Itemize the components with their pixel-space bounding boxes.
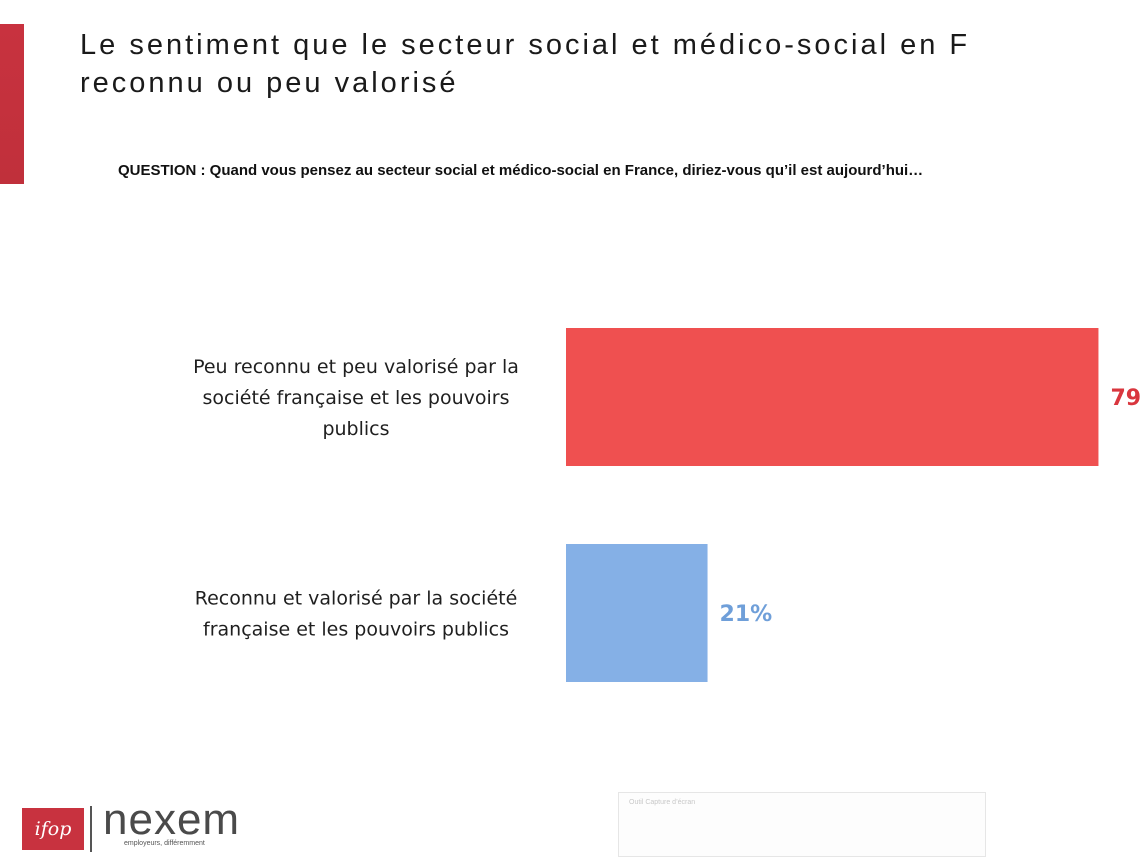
category-label-2-line-1: Reconnu et valorisé par la société bbox=[195, 588, 518, 610]
category-label-2-line-2: française et les pouvoirs publics bbox=[203, 619, 509, 641]
bar-2 bbox=[566, 544, 708, 682]
question-text: QUESTION : Quand vous pensez au secteur … bbox=[118, 162, 924, 179]
nexem-logo: nexem bbox=[103, 795, 241, 844]
slide-title: Le sentiment que le secteur social et mé… bbox=[80, 26, 1140, 102]
nexem-tagline: employeurs, différemment bbox=[124, 840, 205, 847]
ifop-logo-text: ifop bbox=[34, 818, 72, 840]
category-label-1-line-1: Peu reconnu et peu valorisé par la bbox=[193, 356, 519, 378]
value-label-1: 79 bbox=[1110, 386, 1140, 411]
screen-capture-caption: Outil Capture d’écran bbox=[629, 799, 696, 806]
screen-capture-overlay: Outil Capture d’écran bbox=[618, 792, 986, 857]
slide-title-line-1: Le sentiment que le secteur social et mé… bbox=[80, 29, 971, 61]
category-label-1: Peu reconnu et peu valorisé par la sociét… bbox=[193, 356, 519, 440]
ifop-logo: ifop bbox=[22, 808, 84, 850]
value-label-2: 21% bbox=[720, 602, 773, 627]
category-label-1-line-2: société française et les pouvoirs bbox=[203, 387, 510, 409]
category-label-2: Reconnu et valorisé par la société frança… bbox=[195, 588, 518, 641]
category-label-1-line-3: publics bbox=[322, 418, 389, 440]
slide-title-line-2: reconnu ou peu valorisé bbox=[80, 67, 459, 99]
logo-divider bbox=[90, 806, 92, 852]
bar-1 bbox=[566, 328, 1099, 466]
accent-bar bbox=[0, 24, 24, 184]
